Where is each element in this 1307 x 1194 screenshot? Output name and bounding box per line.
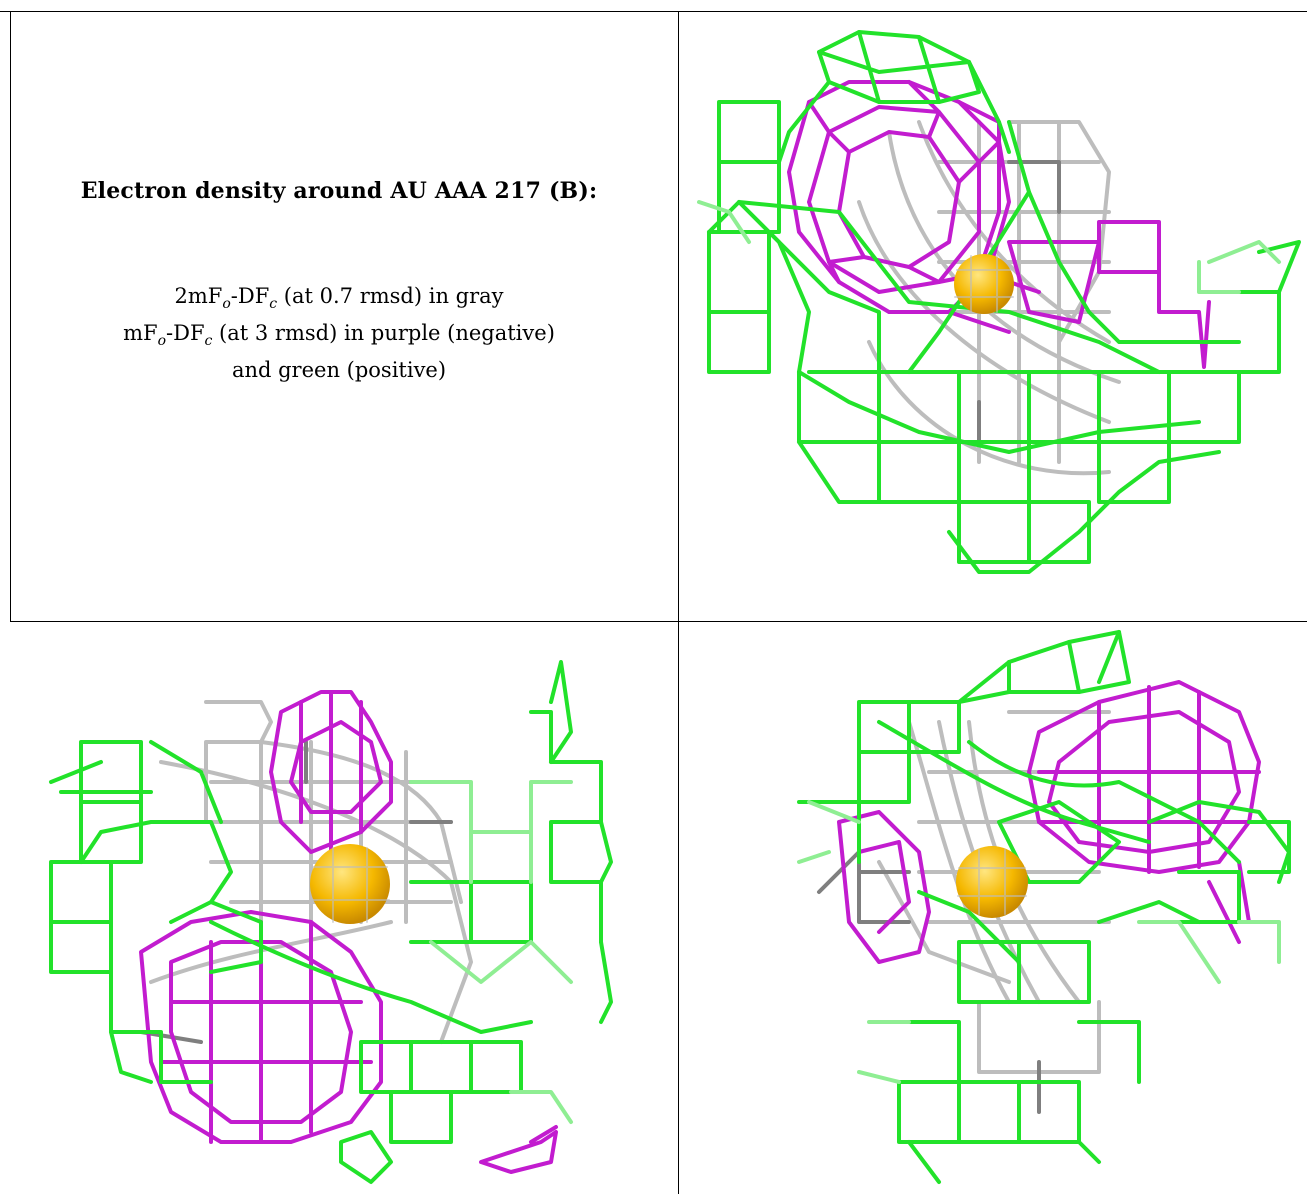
density-view-bottom-left bbox=[11, 622, 678, 1194]
table-divider-vertical bbox=[678, 11, 679, 1194]
sphere-mesh-overlay bbox=[310, 847, 390, 923]
caption-title: Electron density around AU AAA 217 (B): bbox=[80, 178, 598, 204]
green-mesh bbox=[707, 30, 1301, 574]
green-mesh-faded bbox=[697, 200, 1281, 294]
green-mesh bbox=[49, 660, 613, 1184]
table-divider-horizontal bbox=[10, 621, 1307, 622]
legend-line-difference: mFo-DFc (at 3 rmsd) in purple (negative) bbox=[123, 321, 555, 350]
density-view-top-right bbox=[679, 12, 1307, 621]
table-border-left bbox=[10, 11, 11, 622]
green-mesh bbox=[797, 630, 1291, 1184]
density-view-bottom-right bbox=[679, 622, 1307, 1194]
atom-sphere bbox=[956, 846, 1028, 918]
green-mesh-faded bbox=[797, 800, 1281, 1084]
purple-mesh bbox=[139, 690, 558, 1174]
sphere-mesh-overlay bbox=[957, 849, 1027, 915]
caption-legend: 2mFo-DFc (at 0.7 rmsd) in gray mFo-DFc (… bbox=[0, 282, 678, 385]
sphere-mesh-overlay bbox=[954, 255, 1014, 313]
gray-mesh-dark bbox=[977, 160, 1061, 444]
green-mesh-faded bbox=[409, 780, 573, 1124]
table-border-top bbox=[0, 11, 1307, 12]
atom-sphere bbox=[310, 844, 390, 924]
legend-line-positive: and green (positive) bbox=[231, 358, 447, 383]
atom-sphere bbox=[954, 254, 1014, 314]
legend-line-gray: 2mFo-DFc (at 0.7 rmsd) in gray bbox=[174, 284, 504, 313]
